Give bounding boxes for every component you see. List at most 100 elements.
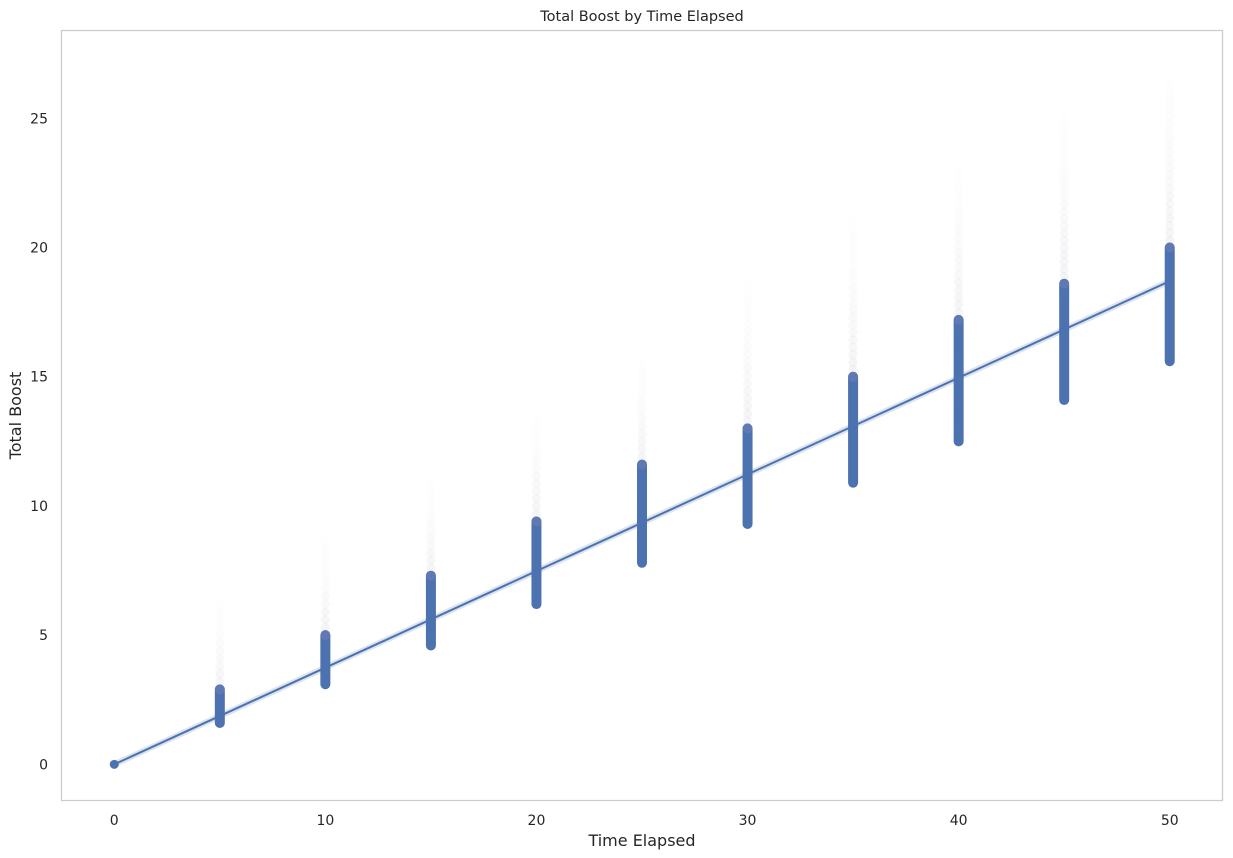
tail-point — [638, 375, 647, 384]
y-tick-labels: 0 5 10 15 20 25 — [30, 111, 48, 773]
tail-point — [743, 356, 753, 366]
x-tick-labels: 0 10 20 30 40 50 — [110, 813, 1179, 829]
data-point — [1164, 242, 1175, 253]
tail-point — [638, 359, 647, 368]
data-point — [953, 314, 964, 325]
tail-point — [426, 548, 436, 558]
tail-point — [743, 371, 753, 381]
tail-point — [848, 298, 858, 308]
tail-point — [849, 217, 858, 226]
tail-point — [426, 563, 436, 573]
x-tick-label: 20 — [528, 813, 546, 829]
tail-point — [954, 255, 964, 265]
tail-point — [954, 166, 963, 175]
tail-point — [848, 291, 858, 301]
tail-point — [743, 394, 753, 404]
tail-point — [1059, 236, 1069, 246]
tail-point — [321, 561, 330, 570]
tail-point — [638, 367, 647, 376]
data-point — [1164, 350, 1175, 361]
tail-point — [426, 541, 436, 551]
tail-point — [1165, 184, 1175, 194]
tail-point — [321, 538, 330, 547]
tail-point — [1059, 207, 1069, 217]
tail-point — [1060, 114, 1069, 123]
tail-point — [1059, 228, 1069, 238]
tail-point — [637, 413, 647, 423]
tail-point — [531, 509, 541, 519]
tail-point — [320, 622, 330, 632]
tail-point — [1165, 228, 1175, 238]
tail-point — [321, 576, 330, 585]
tail-point — [743, 379, 753, 389]
x-tick-label: 10 — [316, 813, 334, 829]
tail-point — [1165, 177, 1175, 187]
tail-point — [215, 623, 224, 632]
tail-point — [954, 232, 964, 242]
tail-point — [531, 471, 541, 481]
tail-point — [1059, 214, 1069, 224]
data-point — [637, 459, 647, 470]
tail-point — [1165, 221, 1175, 231]
data-point — [426, 636, 436, 647]
tail-point — [743, 386, 753, 396]
tail-point — [321, 569, 330, 578]
data-point — [1059, 392, 1069, 403]
data-point — [1059, 278, 1070, 289]
y-tick-label: 20 — [30, 241, 48, 257]
tail-point — [848, 364, 858, 374]
tail-point — [1165, 75, 1174, 84]
data-point — [953, 435, 964, 445]
tail-point — [215, 638, 225, 648]
data-point — [425, 570, 436, 581]
tail-point — [954, 277, 964, 287]
tail-point — [638, 390, 647, 399]
chart-title: Total Boost by Time Elapsed — [539, 9, 743, 25]
tail-point — [637, 429, 647, 439]
tail-point — [215, 661, 225, 671]
tail-point — [637, 444, 647, 454]
tail-point — [743, 349, 753, 359]
tail-point — [954, 307, 964, 317]
y-axis-title: Total Boost — [6, 372, 25, 461]
tail-point — [215, 631, 224, 640]
data-point — [531, 516, 542, 527]
tail-point — [1165, 191, 1175, 201]
tail-point — [954, 292, 964, 302]
data-point — [320, 678, 331, 688]
regression-line-group — [113, 278, 1171, 768]
tail-point — [954, 270, 964, 280]
tail-point — [848, 335, 858, 345]
data-point — [637, 555, 647, 566]
x-tick-label: 0 — [110, 813, 119, 829]
data-point — [531, 594, 542, 605]
tail-point — [1059, 221, 1069, 231]
data-point — [214, 684, 225, 695]
tail-point — [954, 285, 964, 295]
tail-point — [1059, 264, 1069, 274]
tail-point — [1165, 170, 1175, 180]
tail-point — [531, 494, 541, 504]
tail-point — [743, 408, 753, 418]
tail-point — [743, 282, 752, 291]
tail-point — [848, 327, 858, 337]
tail-point — [531, 463, 541, 473]
tail-point — [1165, 235, 1175, 245]
y-tick-label: 15 — [30, 370, 48, 386]
tail-point — [320, 607, 330, 617]
data-point — [848, 371, 859, 382]
tail-point — [1059, 192, 1069, 202]
tail-point — [531, 479, 541, 489]
tail-point — [1059, 257, 1069, 267]
tail-point — [426, 533, 436, 543]
tail-point — [320, 599, 330, 609]
tail-point — [1165, 155, 1175, 165]
tail-point — [320, 591, 330, 601]
tail-point — [321, 553, 330, 562]
tail-point — [215, 653, 225, 663]
tail-point — [637, 421, 647, 431]
tail-point — [426, 556, 436, 566]
x-axis-title: Time Elapsed — [587, 831, 695, 850]
tail-point — [743, 401, 753, 411]
